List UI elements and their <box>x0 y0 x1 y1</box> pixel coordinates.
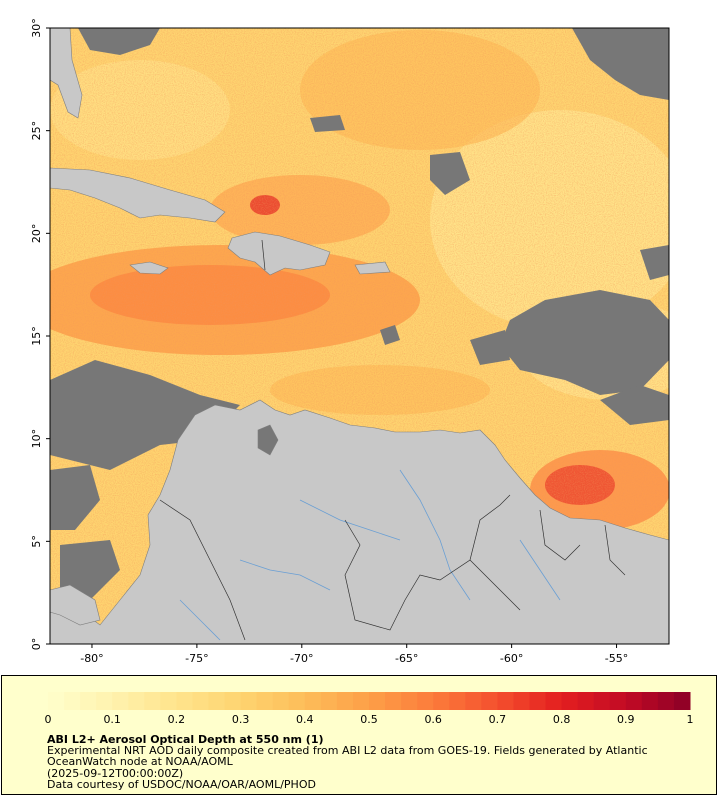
colorbar-cell <box>288 692 306 710</box>
product-description: Experimental NRT AOD daily composite cre… <box>47 744 648 768</box>
colorbar-cell <box>112 692 129 710</box>
colorbar-tick-label: 0.8 <box>553 713 571 726</box>
colorbar-cell <box>256 692 274 710</box>
product-title: ABI L2+ Aerosol Optical Depth at 550 nm … <box>47 733 324 746</box>
colorbar-cell <box>128 692 145 710</box>
colorbar-ticks: 0 0.1 0.2 0.3 0.4 0.5 0.6 0.7 0.8 0.9 1 <box>45 713 694 726</box>
lat-tick-label: 0° <box>30 638 43 651</box>
colorbar-cell <box>272 692 290 710</box>
lon-tick-label: -70° <box>290 652 313 665</box>
colorbar-cell <box>240 692 258 710</box>
lon-tick-label: -75° <box>185 652 208 665</box>
colorbar-tick-label: 0.1 <box>103 713 121 726</box>
colorbar-cell <box>192 692 209 710</box>
colorbar-cell <box>497 692 514 710</box>
colorbar-cell <box>433 692 450 710</box>
map-figure: 30° 25° 20° 15° 10° 5° 0° -80° -75° -70° -65° -60°… <box>30 18 670 665</box>
colorbar-cell <box>641 692 659 710</box>
colorbar-cell <box>369 692 386 710</box>
colorbar-cell <box>529 692 547 710</box>
florida <box>50 28 83 119</box>
colorbar-cell <box>352 692 370 710</box>
latitude-axis: 30° 25° 20° 15° 10° 5° 0° <box>30 18 50 650</box>
colorbar-cell <box>401 692 418 710</box>
no-data-regions <box>50 28 669 600</box>
lat-tick-label: 15° <box>30 326 43 346</box>
hispaniola <box>227 231 331 276</box>
colorbar-tick-label: 0.5 <box>360 713 378 726</box>
colorbar-cell <box>577 692 595 710</box>
timestamp: (2025-09-12T00:00:00Z) <box>47 767 184 780</box>
legend-panel: 0 0.1 0.2 0.3 0.4 0.5 0.6 0.7 0.8 0.9 1 <box>1 675 717 795</box>
colorbar-cell <box>417 692 434 710</box>
longitude-axis: -80° -75° -70° -65° -60° -55° <box>80 644 628 665</box>
colorbar-cell <box>336 692 354 710</box>
colorbar-cell <box>208 692 226 710</box>
colorbar-cell <box>481 692 498 710</box>
colorbar-tick-label: 0.9 <box>617 713 635 726</box>
lat-tick-label: 25° <box>30 121 43 141</box>
colorbar-cells <box>48 692 691 710</box>
lat-tick-label: 5° <box>30 535 43 548</box>
colorbar-cell <box>176 692 193 710</box>
jamaica <box>129 261 169 275</box>
colorbar-cell <box>609 692 627 710</box>
colorbar-cell <box>561 692 579 710</box>
land-masses <box>50 28 669 644</box>
cuba <box>50 167 226 223</box>
lon-tick-label: -60° <box>500 652 523 665</box>
rivers <box>179 469 561 641</box>
colorbar-cell <box>657 692 675 710</box>
colorbar-cell <box>96 692 113 710</box>
colorbar-cell <box>385 692 402 710</box>
colorbar-cell <box>513 692 530 710</box>
lon-tick-label: -55° <box>605 652 628 665</box>
colorbar-tick-label: 0.2 <box>168 713 186 726</box>
colorbar: 0 0.1 0.2 0.3 0.4 0.5 0.6 0.7 0.8 0.9 1 <box>45 692 694 726</box>
country-borders <box>159 239 626 641</box>
colorbar-cell <box>545 692 563 710</box>
colorbar-tick-label: 0.4 <box>296 713 314 726</box>
lat-tick-label: 10° <box>30 429 43 449</box>
colorbar-cell <box>625 692 643 710</box>
colorbar-cell <box>465 692 482 710</box>
puerto-rico <box>354 261 391 275</box>
colorbar-cell <box>144 692 161 710</box>
colorbar-tick-label: 0.3 <box>232 713 250 726</box>
lat-tick-label: 30° <box>30 18 43 38</box>
colorbar-cell <box>64 692 81 710</box>
colorbar-tick-label: 1 <box>687 713 694 726</box>
colorbar-cell <box>673 692 691 710</box>
colorbar-tick-label: 0.7 <box>489 713 507 726</box>
colorbar-cell <box>449 692 466 710</box>
lon-tick-label: -80° <box>80 652 103 665</box>
colorbar-cell <box>48 692 65 710</box>
colorbar-tick-label: 0.6 <box>424 713 442 726</box>
colorbar-cell <box>160 692 177 710</box>
lat-tick-label: 20° <box>30 224 43 244</box>
south-america <box>50 399 669 644</box>
colorbar-cell <box>593 692 611 710</box>
data-credit: Data courtesy of USDOC/NOAA/OAR/AOML/PHO… <box>47 778 316 791</box>
colorbar-cell <box>80 692 97 710</box>
colorbar-cell <box>304 692 322 710</box>
lon-tick-label: -65° <box>395 652 418 665</box>
colorbar-tick-label: 0 <box>45 713 52 726</box>
map-plot-area <box>50 28 669 644</box>
colorbar-cell <box>320 692 338 710</box>
colorbar-cell <box>224 692 242 710</box>
